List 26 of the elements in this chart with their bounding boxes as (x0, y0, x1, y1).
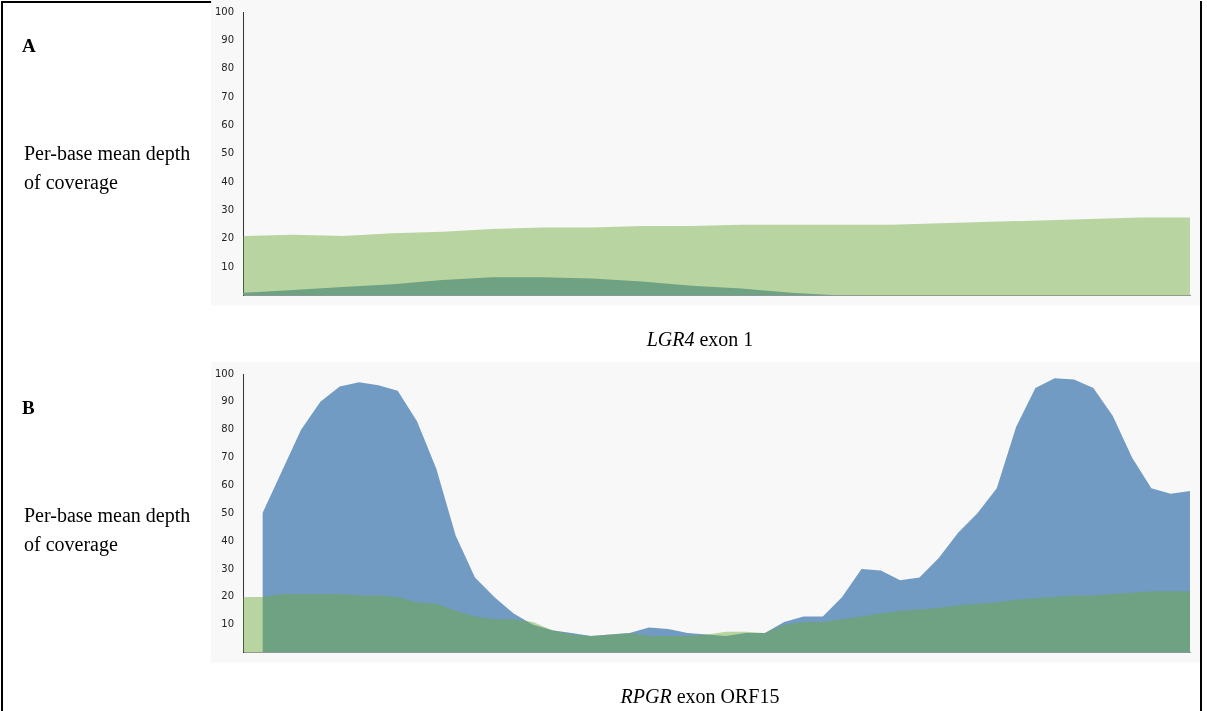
y-tick-label: 80 (221, 62, 235, 74)
y-tick-label: 90 (221, 395, 235, 407)
y-tick-label: 40 (221, 534, 235, 546)
y-tick-label: 100 (214, 367, 235, 379)
y-tick-label: 70 (221, 90, 235, 102)
y-tick-label: 50 (221, 506, 235, 518)
y-tick-label: 20 (221, 590, 235, 602)
text: A (22, 35, 36, 56)
y-tick-label: 60 (221, 119, 235, 131)
y-tick-label: 50 (221, 147, 235, 159)
y-tick-label: 30 (221, 562, 235, 574)
y-tick-label: 70 (221, 451, 235, 463)
y-tick-label: 100 (214, 5, 235, 17)
y-tick-label: 90 (221, 33, 235, 45)
x-axis-title: RPGR exon ORF15 (619, 685, 781, 708)
y-tick-label: 60 (221, 479, 235, 491)
y-axis-title: Per-base mean depth of coverage (24, 504, 191, 556)
y-tick-label: 20 (221, 232, 235, 244)
y-tick-label: 80 (221, 423, 235, 435)
y-tick-label: 30 (221, 204, 235, 216)
y-tick-label: 40 (221, 175, 235, 187)
y-tick-label: 10 (221, 260, 235, 272)
y-axis-title: Per-base mean depth of coverage (24, 142, 191, 194)
text: B (22, 397, 35, 418)
y-tick-label: 10 (221, 618, 235, 630)
x-axis-title: LGR4 exon 1 (645, 328, 755, 351)
